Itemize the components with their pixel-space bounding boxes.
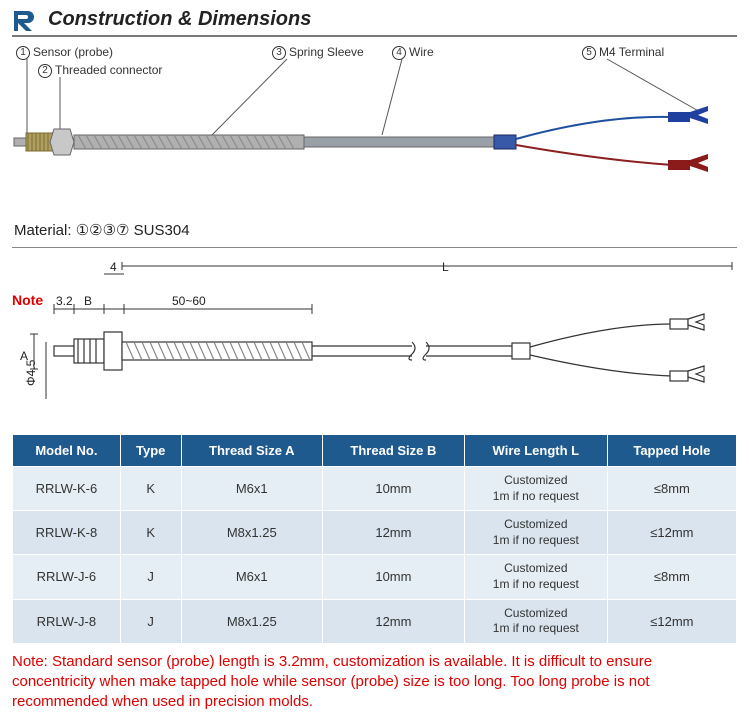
section-title: Construction & Dimensions xyxy=(48,8,311,31)
table-row: RRLW-J-8JM8x1.2512mmCustomized1m if no r… xyxy=(13,599,737,643)
table-cell: 10mm xyxy=(322,555,464,599)
table-cell: ≤12mm xyxy=(607,599,736,643)
table-cell: 12mm xyxy=(322,511,464,555)
table-cell: RRLW-J-6 xyxy=(13,555,121,599)
table-cell: ≤8mm xyxy=(607,555,736,599)
table-cell: Customized1m if no request xyxy=(464,511,607,555)
table-header: Tapped Hole xyxy=(607,435,736,467)
table-cell: 10mm xyxy=(322,467,464,511)
table-cell: M6x1 xyxy=(181,467,322,511)
table-cell: M6x1 xyxy=(181,555,322,599)
table-header: Model No. xyxy=(13,435,121,467)
table-cell: Customized1m if no request xyxy=(464,467,607,511)
table-cell: J xyxy=(120,555,181,599)
table-cell: ≤8mm xyxy=(607,467,736,511)
table-cell: K xyxy=(120,511,181,555)
table-row: RRLW-J-6JM6x110mmCustomized1m if no requ… xyxy=(13,555,737,599)
footer-note: Note: Standard sensor (probe) length is … xyxy=(12,652,737,713)
construction-diagram: 1Sensor (probe) 2Threaded connector 3Spr… xyxy=(12,45,737,215)
construction-svg xyxy=(12,45,737,215)
table-header: Type xyxy=(120,435,181,467)
table-cell: K xyxy=(120,467,181,511)
material-line: Material: ①②③⑦ SUS304 xyxy=(14,221,737,239)
table-cell: RRLW-K-8 xyxy=(13,511,121,555)
table-cell: J xyxy=(120,599,181,643)
spec-table: Model No.TypeThread Size AThread Size BW… xyxy=(12,434,737,644)
table-cell: ≤12mm xyxy=(607,511,736,555)
table-row: RRLW-K-8KM8x1.2512mmCustomized1m if no r… xyxy=(13,511,737,555)
section-header: Construction & Dimensions xyxy=(12,8,737,37)
divider xyxy=(12,247,737,248)
table-cell: M8x1.25 xyxy=(181,599,322,643)
table-header: Thread Size B xyxy=(322,435,464,467)
dimensions-diagram: Note 4 3.2 B 50~60 L A Φ4.5 xyxy=(12,254,737,424)
table-cell: RRLW-J-8 xyxy=(13,599,121,643)
table-header: Wire Length L xyxy=(464,435,607,467)
table-cell: 12mm xyxy=(322,599,464,643)
table-cell: Customized1m if no request xyxy=(464,599,607,643)
table-cell: M8x1.25 xyxy=(181,511,322,555)
logo-icon xyxy=(12,9,40,31)
table-cell: Customized1m if no request xyxy=(464,555,607,599)
table-cell: RRLW-K-6 xyxy=(13,467,121,511)
dimensions-svg xyxy=(12,254,737,424)
table-header: Thread Size A xyxy=(181,435,322,467)
table-row: RRLW-K-6KM6x110mmCustomized1m if no requ… xyxy=(13,467,737,511)
